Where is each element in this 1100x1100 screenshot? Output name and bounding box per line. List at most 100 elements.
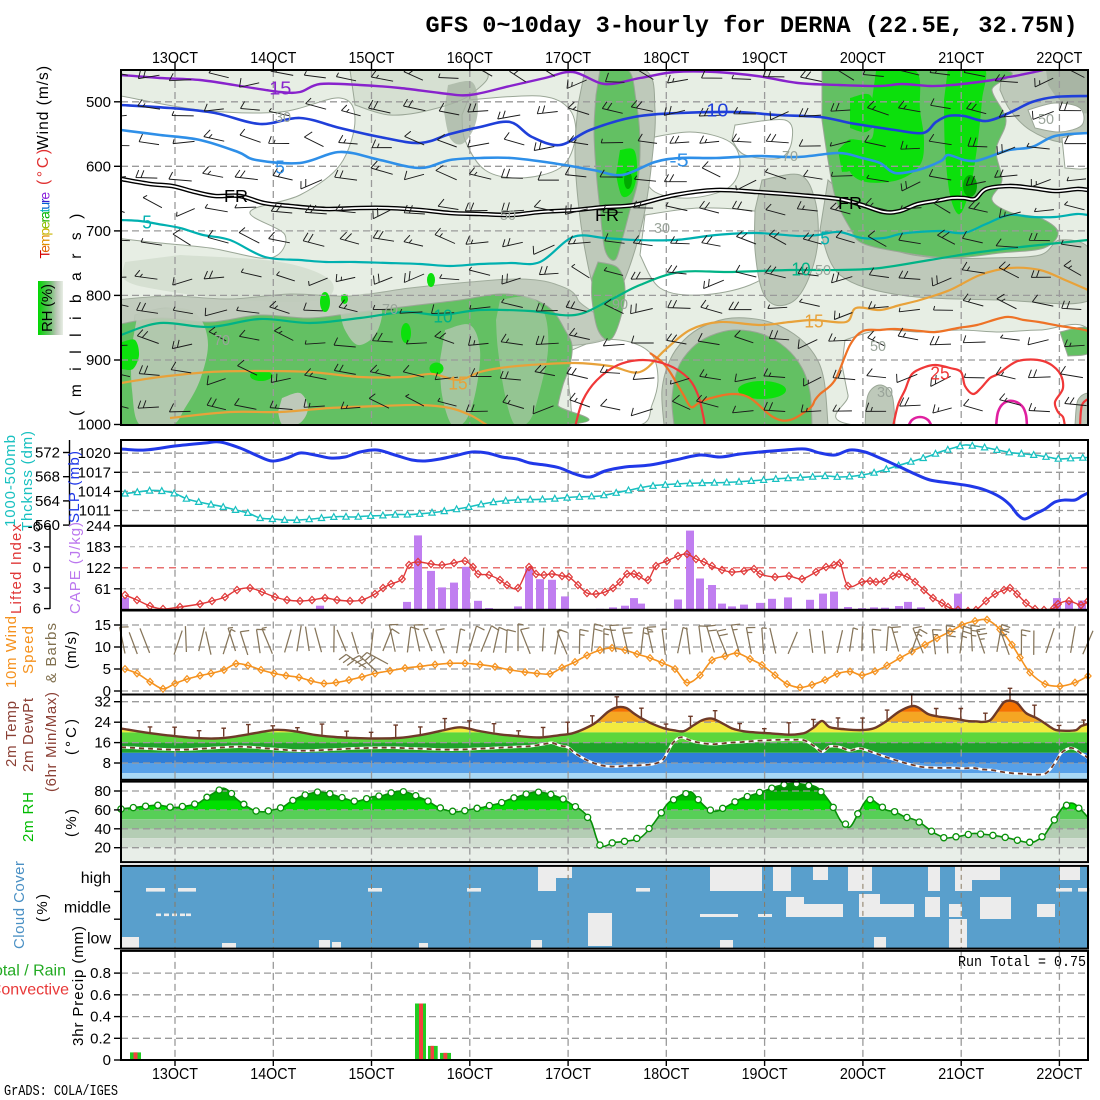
svg-text:3hr Precip (mm): 3hr Precip (mm): [70, 926, 87, 1046]
svg-text:Run Total = 0.75: Run Total = 0.75: [958, 955, 1086, 971]
svg-text:-15: -15: [263, 77, 292, 98]
svg-text:50: 50: [870, 338, 886, 355]
svg-text:25: 25: [930, 362, 949, 383]
svg-text:Thcknss (dm): Thcknss (dm): [19, 431, 36, 531]
svg-text:high: high: [81, 870, 111, 887]
svg-text:30: 30: [877, 384, 893, 401]
svg-text:0: 0: [33, 560, 41, 577]
svg-text:FR: FR: [838, 193, 862, 213]
svg-text:FR: FR: [595, 205, 619, 225]
svg-text:1011: 1011: [79, 503, 111, 520]
svg-text:572: 572: [35, 445, 60, 462]
svg-text:18OCT: 18OCT: [643, 50, 689, 67]
svg-text:560: 560: [35, 517, 60, 534]
svg-text:CAPE (J/kg): CAPE (J/kg): [67, 522, 84, 614]
svg-text:10: 10: [94, 639, 111, 656]
svg-text:(6hr Min/Max): (6hr Min/Max): [43, 692, 60, 792]
svg-text:60: 60: [94, 802, 111, 819]
svg-text:(%): (%): [63, 809, 80, 837]
svg-text:2m RH: 2m RH: [20, 792, 37, 842]
svg-text:Speed: Speed: [20, 626, 37, 674]
svg-text:5: 5: [142, 211, 152, 232]
svg-text:15: 15: [448, 372, 467, 393]
svg-text:5: 5: [820, 227, 830, 248]
svg-text:900: 900: [86, 352, 111, 369]
svg-text:& Barbs: & Barbs: [43, 623, 60, 683]
svg-text:40: 40: [94, 821, 111, 838]
svg-text:5: 5: [275, 156, 285, 177]
svg-text:19OCT: 19OCT: [742, 50, 788, 67]
svg-text:17OCT: 17OCT: [545, 50, 591, 67]
svg-text:70: 70: [382, 301, 398, 318]
svg-text:15OCT: 15OCT: [349, 1066, 395, 1083]
svg-text:10: 10: [433, 305, 452, 326]
svg-text:13OCT: 13OCT: [152, 1066, 198, 1083]
svg-text:30: 30: [654, 220, 670, 237]
svg-text:80: 80: [94, 783, 111, 800]
svg-text:700: 700: [86, 223, 111, 240]
svg-text:Total / Rain: Total / Rain: [0, 963, 66, 980]
svg-text:20OCT: 20OCT: [840, 1066, 886, 1083]
svg-text:19OCT: 19OCT: [742, 1066, 788, 1083]
svg-text:GFS 0~10day 3-hourly for DERNA: GFS 0~10day 3-hourly for DERNA (22.5E, 3…: [426, 13, 1078, 40]
svg-text:low: low: [87, 930, 111, 947]
svg-text:0.4: 0.4: [90, 1009, 111, 1026]
svg-text:122: 122: [86, 560, 111, 577]
svg-text:1017: 1017: [78, 464, 111, 481]
svg-text:61: 61: [94, 581, 111, 598]
svg-text:14OCT: 14OCT: [250, 1066, 296, 1083]
svg-text:FR: FR: [224, 186, 248, 206]
svg-text:0.6: 0.6: [90, 987, 111, 1004]
svg-text:0: 0: [103, 683, 111, 700]
svg-text:16: 16: [94, 735, 111, 752]
svg-text:15: 15: [804, 310, 823, 331]
svg-text:1014: 1014: [78, 483, 111, 500]
svg-text:30: 30: [275, 109, 291, 126]
svg-text:183: 183: [86, 539, 111, 556]
svg-text:(%): (%): [34, 894, 51, 922]
svg-text:(millibars): (millibars): [68, 200, 85, 416]
svg-text:-3: -3: [28, 539, 41, 556]
svg-text:-6: -6: [28, 518, 41, 535]
svg-text:16OCT: 16OCT: [447, 50, 493, 67]
svg-text:1020: 1020: [78, 445, 111, 462]
svg-text:Cloud Cover: Cloud Cover: [11, 861, 28, 949]
svg-text:5: 5: [103, 661, 111, 678]
svg-text:70: 70: [782, 148, 798, 165]
svg-text:24: 24: [94, 714, 111, 731]
svg-text:2m Temp: 2m Temp: [3, 701, 20, 767]
svg-text:50: 50: [1038, 111, 1054, 128]
svg-text:0: 0: [103, 1052, 111, 1069]
svg-text:50: 50: [815, 262, 831, 279]
svg-text:3: 3: [33, 580, 41, 597]
svg-text:(°C): (°C): [35, 149, 52, 185]
svg-text:568: 568: [35, 469, 60, 486]
svg-text:32: 32: [94, 694, 111, 711]
svg-text:RH (%): RH (%): [39, 284, 56, 332]
svg-text:-10: -10: [700, 99, 729, 120]
svg-text:Lifted Index: Lifted Index: [8, 524, 25, 615]
svg-text:Convective: Convective: [0, 982, 69, 999]
svg-text:0.8: 0.8: [90, 965, 111, 982]
svg-text:SLP (mb): SLP (mb): [66, 451, 83, 523]
svg-text:17OCT: 17OCT: [545, 1066, 591, 1083]
svg-text:800: 800: [86, 287, 111, 304]
svg-text:10: 10: [791, 258, 810, 279]
svg-text:(m/s): (m/s): [63, 631, 80, 669]
svg-text:564: 564: [35, 493, 60, 510]
svg-text:70: 70: [214, 332, 230, 349]
svg-text:8: 8: [103, 755, 111, 772]
svg-text:GrADS: COLA/IGES: GrADS: COLA/IGES: [4, 1084, 118, 1100]
svg-text:244: 244: [86, 518, 111, 535]
svg-text:2m DewPt: 2m DewPt: [20, 697, 37, 772]
svg-text:16OCT: 16OCT: [447, 1066, 493, 1083]
svg-text:15OCT: 15OCT: [349, 50, 395, 67]
svg-text:21OCT: 21OCT: [938, 50, 984, 67]
svg-text:20OCT: 20OCT: [840, 50, 886, 67]
svg-text:6: 6: [33, 601, 41, 618]
svg-text:middle: middle: [64, 900, 111, 917]
svg-text:10m Wind: 10m Wind: [3, 616, 20, 688]
svg-text:13OCT: 13OCT: [152, 50, 198, 67]
svg-text:500: 500: [86, 94, 111, 111]
svg-text:18OCT: 18OCT: [643, 1066, 689, 1083]
